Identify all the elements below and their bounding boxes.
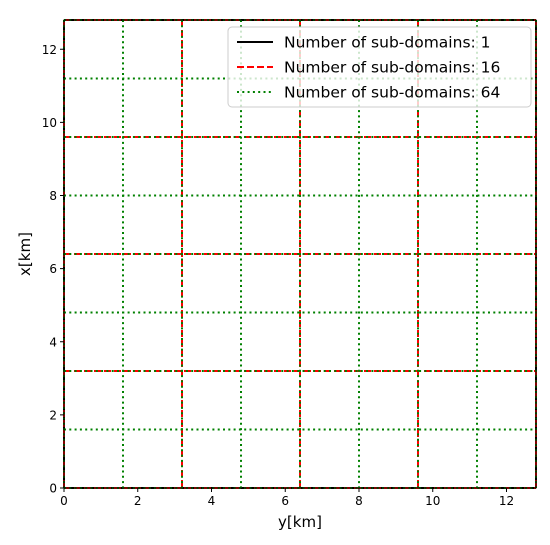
x-tick-label: 4 [208, 494, 216, 508]
x-tick-label: 12 [499, 494, 514, 508]
y-tick-label: 2 [49, 408, 57, 422]
y-axis-ticks: 0 2 4 6 8 10 12 [42, 43, 64, 496]
x-axis-ticks: 0 2 4 6 8 10 12 [60, 488, 514, 508]
y-tick-label: 4 [49, 335, 57, 349]
y-tick-label: 8 [49, 189, 57, 203]
x-tick-label: 10 [425, 494, 440, 508]
x-tick-label: 0 [60, 494, 68, 508]
y-axis-label: x[km] [16, 232, 34, 276]
y-tick-label: 10 [42, 116, 57, 130]
plot-frame [63, 19, 537, 489]
y-tick-label: 12 [42, 43, 57, 57]
x-tick-label: 2 [134, 494, 142, 508]
legend-label-3: Number of sub-domains: 64 [284, 84, 500, 102]
x-tick-label: 6 [281, 494, 289, 508]
x-axis-label: y[km] [278, 513, 322, 531]
y-tick-label: 0 [49, 482, 57, 496]
legend-box [227, 26, 532, 108]
x-tick-label: 8 [355, 494, 363, 508]
legend-label-1: Number of sub-domains: 1 [284, 34, 491, 52]
legend-label-2: Number of sub-domains: 16 [284, 59, 500, 77]
y-tick-label: 6 [49, 262, 57, 276]
legend: Number of sub-domains: 1 Number of sub-do… [227, 26, 532, 108]
